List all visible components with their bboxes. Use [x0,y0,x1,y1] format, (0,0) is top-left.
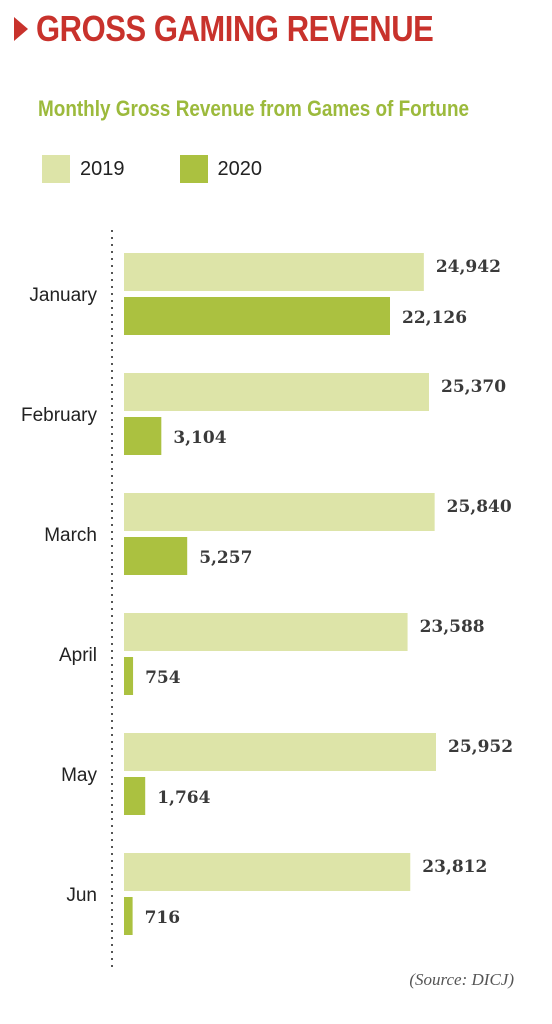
month-label-jun: Jun [66,885,97,906]
bar-2019-may [124,733,436,771]
month-label-april: April [59,645,97,666]
value-label-2019-march: 25,840 [447,497,512,517]
legend-swatch-2020 [179,155,208,183]
value-label-2020-february: 3,104 [173,428,226,448]
value-label-2020-january: 22,126 [402,308,467,328]
value-label-2019-may: 25,952 [448,737,513,757]
month-label-february: February [21,405,98,426]
bar-2019-january [124,253,424,291]
bar-2020-april [124,657,134,695]
month-label-march: March [44,525,97,546]
month-label-may: May [61,765,97,786]
value-label-2020-march: 5,257 [199,548,252,568]
legend-item-2020: 2020 [179,155,263,183]
legend-label-2020: 2020 [217,157,263,180]
bar-2020-may [124,777,146,815]
value-label-2020-april: 754 [145,668,181,688]
triangle-arrow-icon [14,17,28,41]
bar-2019-april [124,613,408,651]
bar-2019-march [124,493,435,531]
bar-2020-jun [124,897,133,935]
header: GROSS GAMING REVENUE [14,8,498,50]
legend-item-2019: 2019 [42,155,125,183]
page-title: GROSS GAMING REVENUE [36,8,434,49]
bar-2019-february [124,373,430,411]
legend-label-2019: 2019 [80,157,125,180]
value-label-2019-april: 23,588 [420,617,485,637]
chart-title: Monthly Gross Revenue from Games of Fort… [38,96,470,121]
value-label-2020-may: 1,764 [157,788,210,808]
bar-2019-jun [124,853,411,891]
legend-swatch-2019 [42,155,70,183]
bar-2020-march [124,537,188,575]
bars-group: January 24,942 22,126 February 25,370 3,104 Ma… [21,253,513,935]
value-label-2019-february: 25,370 [441,377,506,397]
value-label-2019-jun: 23,812 [422,857,487,877]
bar-2020-february [124,417,162,455]
month-label-january: January [29,285,97,306]
value-label-2020-jun: 716 [145,908,181,928]
legend: 2019 2020 [42,155,317,183]
value-label-2019-january: 24,942 [436,257,501,277]
source-note: (Source: DICJ) [409,970,514,989]
bar-2020-january [124,297,391,335]
